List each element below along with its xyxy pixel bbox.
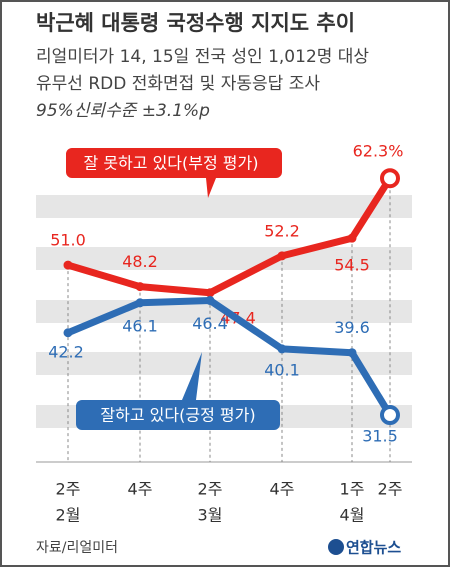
value-label: 52.2	[264, 221, 300, 240]
x-month-label: 2월	[56, 506, 81, 525]
value-label: 62.3%	[353, 142, 404, 161]
point	[380, 405, 400, 426]
value-label: 40.1	[264, 360, 300, 379]
value-label: 42.2	[48, 342, 84, 361]
value-label: 31.5	[362, 427, 398, 446]
legend-label: 잘 못하고 있다(부정 평가)	[84, 154, 259, 173]
x-tick-label: 1주	[340, 480, 365, 499]
band	[36, 247, 412, 270]
value-label: 39.6	[334, 318, 370, 337]
x-month-label: 4월	[340, 506, 365, 525]
point	[347, 233, 357, 243]
point	[205, 295, 215, 305]
series-line	[66, 176, 393, 297]
x-tick-label: 4주	[128, 480, 153, 499]
point	[135, 282, 145, 292]
point	[135, 298, 145, 308]
source: 자료/리얼미터	[36, 540, 118, 556]
band	[36, 352, 412, 375]
x-tick-label: 2주	[198, 480, 223, 499]
legend-label: 잘하고 있다(긍정 평가)	[100, 406, 255, 425]
value-label: 48.2	[122, 252, 158, 271]
subtitle: 리얼미터가 14, 15일 전국 성인 1,012명 대상	[36, 47, 369, 67]
point	[347, 348, 357, 358]
legend-box	[66, 148, 282, 198]
subtitle: 유무선 RDD 전화면접 및 자동응답 조사	[36, 74, 320, 94]
value-label: 46.1	[122, 316, 158, 335]
point	[277, 251, 287, 261]
point	[205, 288, 215, 298]
legend-box	[76, 352, 280, 430]
logo: 연합뉴스	[346, 539, 401, 557]
value-label: 46.4	[192, 314, 228, 333]
band	[36, 195, 412, 218]
logo-icon	[328, 539, 344, 555]
x-month-label: 3월	[198, 506, 223, 525]
point	[63, 260, 73, 270]
series-line	[66, 296, 393, 417]
value-label: 51.0	[50, 231, 86, 250]
point	[277, 344, 287, 354]
point	[63, 328, 73, 338]
x-tick-label: 4주	[270, 480, 295, 499]
value-label: 54.5	[334, 256, 370, 275]
chart-title: 박근혜 대통령 국정수행 지지도 추이	[36, 11, 355, 35]
x-tick-label: 2주	[378, 480, 403, 499]
point	[380, 168, 400, 189]
subtitle: 95%신뢰수준 ±3.1%p	[36, 101, 210, 121]
x-tick-label: 2주	[56, 480, 81, 499]
